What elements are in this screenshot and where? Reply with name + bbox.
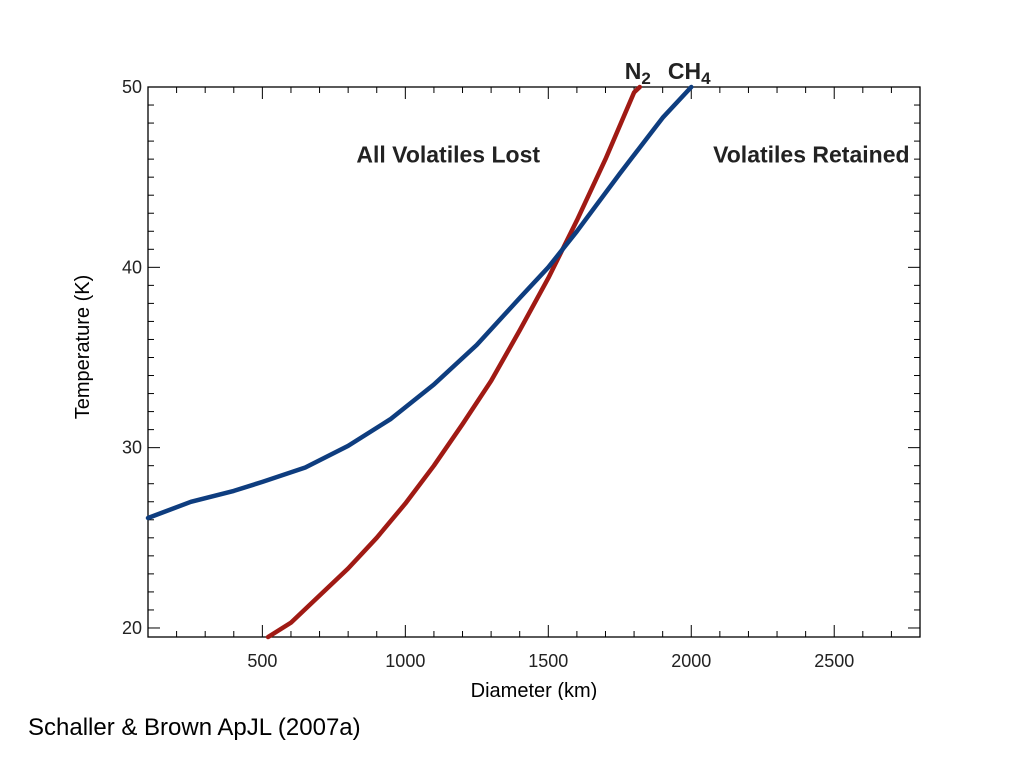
series-label-ch4: CH4 bbox=[668, 58, 711, 88]
all-volatiles-lost-label: All Volatiles Lost bbox=[356, 142, 540, 168]
x-tick-label: 1000 bbox=[385, 651, 425, 671]
y-tick-label: 30 bbox=[122, 438, 142, 458]
x-axis-label: Diameter (km) bbox=[471, 680, 598, 700]
series-group bbox=[145, 84, 694, 640]
x-tick-label: 500 bbox=[247, 651, 277, 671]
axis-ticks bbox=[148, 86, 921, 637]
series-label-subscript: 2 bbox=[641, 69, 650, 88]
y-axis-label: Temperature (K) bbox=[72, 275, 94, 420]
series-label-n2: N2 bbox=[625, 58, 651, 88]
y-tick-label: 20 bbox=[122, 618, 142, 638]
x-tick-label: 2000 bbox=[671, 651, 711, 671]
plot-border bbox=[147, 86, 921, 638]
series-line-ch4 bbox=[145, 84, 694, 521]
x-tick-label: 1500 bbox=[528, 651, 568, 671]
tick-labels: 500 1000 1500 2000 2500 20 30 40 50 bbox=[122, 77, 854, 671]
plot-frame bbox=[147, 86, 921, 638]
volatiles-retained-label: Volatiles Retained bbox=[713, 142, 909, 168]
y-tick-label: 50 bbox=[122, 77, 142, 97]
region-annotations: All Volatiles Lost Volatiles Retained bbox=[356, 142, 909, 168]
series-labels: N2 CH4 bbox=[625, 58, 711, 88]
series-label-subscript: 4 bbox=[701, 69, 711, 88]
y-tick-label: 40 bbox=[122, 257, 142, 277]
x-tick-label: 2500 bbox=[814, 651, 854, 671]
temperature-diameter-chart: 500 1000 1500 2000 2500 20 30 40 50 N2 CH4 All Vo… bbox=[72, 58, 921, 700]
series-line-n2 bbox=[265, 84, 643, 640]
citation-text: Schaller & Brown ApJL (2007a) bbox=[28, 714, 361, 741]
